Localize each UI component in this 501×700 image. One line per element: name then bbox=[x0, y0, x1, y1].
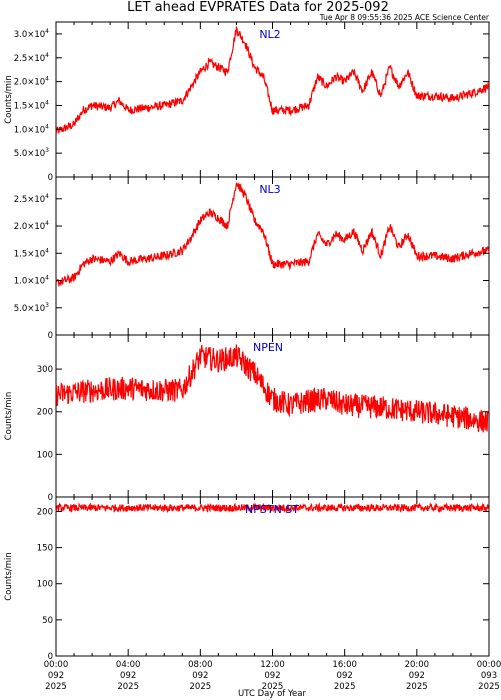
x-tick-year: 2025 bbox=[334, 682, 356, 692]
panel-3: 0 100 200 300 NPEN Counts/min bbox=[4, 334, 490, 503]
series-line bbox=[55, 182, 490, 287]
y-tick-exponent: 4 bbox=[45, 247, 49, 254]
x-axis-label: UTC Day of Year bbox=[238, 689, 306, 699]
x-tick-time: 04:00 bbox=[116, 660, 141, 670]
y-tick-label: 100 bbox=[37, 580, 53, 590]
y-tick-label: 3.0×104 bbox=[14, 28, 49, 40]
x-tick-doy: 092 bbox=[48, 671, 64, 681]
y-tick-exponent: 4 bbox=[45, 123, 49, 130]
x-tick-time: 20:00 bbox=[405, 660, 430, 670]
y-tick-label: 1.5×104 bbox=[14, 99, 49, 111]
y-axis-label: Counts/min bbox=[4, 75, 14, 124]
y-tick-label: 1.0×104 bbox=[14, 275, 49, 287]
x-tick-doy: 093 bbox=[481, 671, 497, 681]
y-tick-label: 0 bbox=[48, 331, 53, 341]
x-tick-year: 2025 bbox=[190, 682, 212, 692]
y-tick-label: 2.5×104 bbox=[14, 193, 49, 205]
x-tick-doy: 092 bbox=[192, 671, 208, 681]
x-tick-time: 08:00 bbox=[188, 660, 213, 670]
panel-label: NL2 bbox=[259, 28, 280, 41]
x-tick-doy: 092 bbox=[264, 671, 280, 681]
y-tick-label: 2.0×104 bbox=[14, 220, 49, 232]
y-tick-label: 0 bbox=[48, 173, 53, 183]
y-tick-exponent: 4 bbox=[45, 220, 49, 227]
series-line bbox=[55, 502, 490, 514]
y-tick-label: 150 bbox=[37, 544, 53, 554]
y-tick-exponent: 3 bbox=[45, 147, 49, 154]
x-tick-year: 2025 bbox=[406, 682, 428, 692]
y-tick-label: 50 bbox=[42, 616, 53, 626]
y-tick-label: 1.0×104 bbox=[14, 123, 49, 135]
series-line bbox=[55, 344, 490, 433]
x-axis: 00:00092202504:00092202508:00092202512:0… bbox=[44, 660, 501, 692]
y-tick-label: 1.5×104 bbox=[14, 247, 49, 259]
x-tick-year: 2025 bbox=[45, 682, 67, 692]
y-tick-label: 100 bbox=[37, 450, 53, 460]
x-tick-doy: 092 bbox=[120, 671, 136, 681]
x-tick-time: 16:00 bbox=[332, 660, 357, 670]
y-tick-exponent: 4 bbox=[45, 275, 49, 282]
y-tick-label: 2.5×104 bbox=[14, 52, 49, 64]
x-tick-year: 2025 bbox=[117, 682, 139, 692]
y-tick-label: 2.0×104 bbox=[14, 76, 49, 88]
y-tick-exponent: 4 bbox=[45, 52, 49, 59]
x-tick-year: 2025 bbox=[262, 682, 284, 692]
series-line bbox=[55, 25, 490, 134]
panel-1: 0 5.0×103 1.0×104 1.5×104 2.0×104 2.5×104 3.0×… bbox=[4, 21, 490, 183]
y-axis-label: Counts/min bbox=[4, 392, 14, 441]
chart-title: LET ahead EVPRATES Data for 2025-092 bbox=[127, 0, 389, 15]
y-tick-exponent: 4 bbox=[45, 99, 49, 106]
y-axis-label: Counts/min bbox=[4, 552, 14, 601]
x-tick-doy: 092 bbox=[337, 671, 353, 681]
y-tick-label: 0 bbox=[48, 493, 53, 503]
x-tick-doy: 092 bbox=[409, 671, 425, 681]
y-tick-label: 200 bbox=[37, 507, 53, 517]
y-tick-label: 5.0×103 bbox=[14, 302, 49, 314]
y-tick-exponent: 4 bbox=[45, 193, 49, 200]
y-tick-label: 0 bbox=[48, 652, 53, 662]
timestamp-caption: Tue Apr 8 09:55:36 2025 ACE Science Cent… bbox=[319, 13, 490, 22]
y-tick-label: 300 bbox=[37, 365, 53, 375]
y-tick-exponent: 4 bbox=[45, 28, 49, 35]
panel-frame bbox=[55, 496, 490, 657]
y-tick-exponent: 3 bbox=[45, 302, 49, 309]
panel-label: NPEN bbox=[253, 341, 283, 354]
x-tick-time: 00:00 bbox=[44, 660, 69, 670]
x-tick-time: 12:00 bbox=[260, 660, 285, 670]
panel-2: 0 5.0×103 1.0×104 1.5×104 2.0×104 2.5×104 NL3 bbox=[14, 176, 490, 341]
panel-label: NPSTN ST bbox=[245, 503, 299, 516]
panel-4: 0 50 100 150 200 NPSTN ST Counts/min bbox=[4, 496, 490, 662]
y-tick-exponent: 4 bbox=[45, 76, 49, 83]
y-tick-label: 5.0×103 bbox=[14, 147, 49, 159]
panels: 0 5.0×103 1.0×104 1.5×104 2.0×104 2.5×104 3.0×… bbox=[4, 21, 490, 662]
y-tick-label: 200 bbox=[37, 408, 53, 418]
x-tick-time: 00:00 bbox=[477, 660, 501, 670]
panel-label: NL3 bbox=[259, 183, 280, 196]
x-tick-year: 2025 bbox=[478, 682, 500, 692]
